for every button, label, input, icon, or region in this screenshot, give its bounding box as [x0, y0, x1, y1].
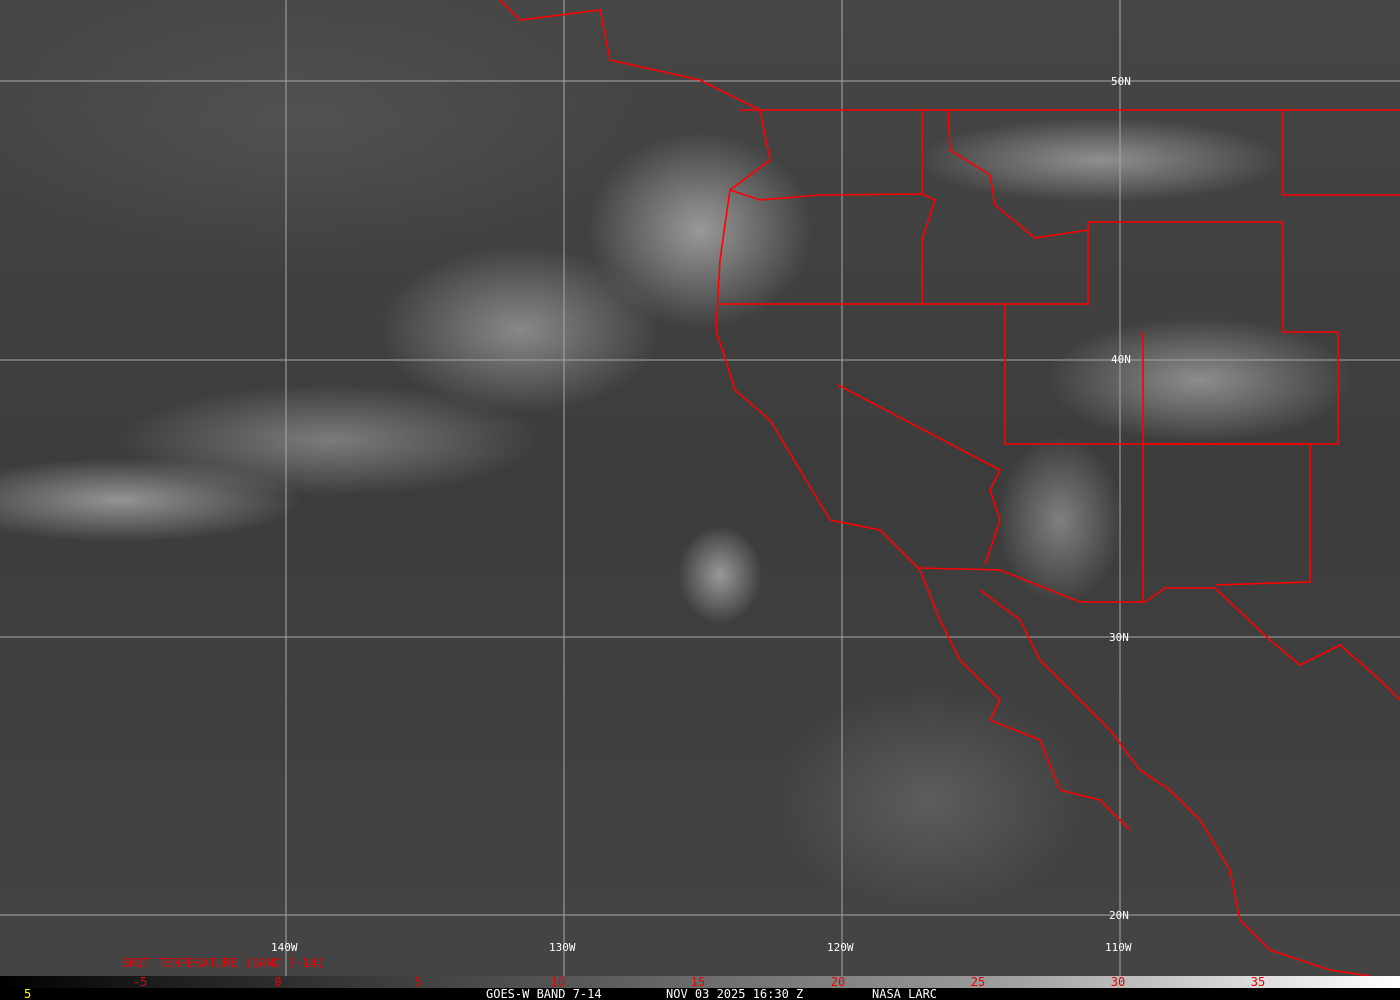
colorbar-tick: 35 — [1250, 975, 1266, 989]
colorbar-tick: 25 — [970, 975, 986, 989]
state-lines-oregon-wa — [729, 189, 923, 201]
state-lines-idaho — [921, 110, 936, 304]
lon-label-110w: 110W — [1105, 941, 1132, 954]
baja-gulf-coast — [979, 589, 1371, 976]
state-lines-west — [720, 221, 1339, 445]
image-datetime: NOV 03 2025 16:30 Z — [666, 987, 804, 1000]
colorbar-tick: 20 — [830, 975, 846, 989]
lon-label-140w: 140W — [271, 941, 298, 954]
product-title: BRIT TEMPERATURE (BAND 7-14) — [122, 956, 325, 970]
map-overlay — [0, 0, 1400, 976]
state-lines-northeast — [1282, 110, 1400, 196]
lon-label-120w: 120W — [827, 941, 854, 954]
lon-label-130w: 130W — [549, 941, 576, 954]
graticule — [0, 0, 1400, 976]
colorbar-tick: 0 — [274, 975, 282, 989]
colorbar-tick: 30 — [1110, 975, 1126, 989]
temperature-colorbar — [0, 976, 1400, 988]
state-lines-montana — [947, 109, 1089, 239]
data-source: NASA LARC — [872, 987, 938, 1000]
colorbar-tick: -5 — [132, 975, 148, 989]
colorbar-tick: 10 — [550, 975, 566, 989]
satellite-band: GOES-W BAND 7-14 — [486, 987, 602, 1000]
footer-bar — [0, 988, 1400, 1000]
lat-label-20n: 20N — [1109, 909, 1129, 922]
lat-label-30n: 30N — [1109, 631, 1129, 644]
us-mexico-border — [919, 567, 1400, 701]
coastline — [499, 0, 1131, 831]
colorbar-tick: 5 — [414, 975, 422, 989]
state-lines-nm-tx — [1143, 443, 1311, 586]
lat-label-50n: 50N — [1111, 75, 1131, 88]
colorbar-tick: 15 — [690, 975, 706, 989]
satellite-imagery — [0, 0, 1400, 976]
political-boundaries — [499, 0, 1400, 976]
frame-number: 5 — [24, 987, 32, 1000]
state-lines-nevada — [837, 384, 1002, 566]
lat-label-40n: 40N — [1111, 353, 1131, 366]
